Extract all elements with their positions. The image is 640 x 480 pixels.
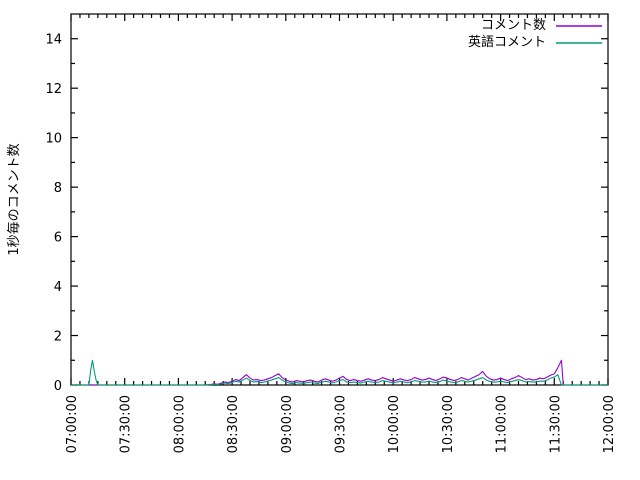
- x-tick-label: 11:30:00: [548, 395, 563, 453]
- series-line: [71, 359, 608, 386]
- x-tick-label: 09:30:00: [334, 395, 349, 453]
- x-tick-label: 09:00:00: [280, 395, 295, 453]
- x-tick-label: 08:00:00: [172, 395, 187, 453]
- y-tick-label: 6: [54, 231, 62, 246]
- x-tick-label: 08:30:00: [226, 395, 241, 453]
- legend-label: コメント数: [481, 18, 546, 33]
- y-tick-label: 4: [54, 280, 62, 295]
- y-tick-label: 12: [45, 82, 62, 97]
- x-tick-label: 10:00:00: [387, 395, 402, 453]
- data-series-layer: [71, 359, 608, 386]
- y-tick-label: 10: [45, 132, 62, 147]
- y-axis-title-text: 1秒毎のコメント数: [6, 143, 22, 255]
- y-tick-label: 14: [45, 33, 62, 48]
- x-tick-label: 10:30:00: [441, 395, 456, 453]
- x-axis-ticks: 07:00:00 07:30:00 08:00:00 08:30:00 09:00:00…: [65, 14, 617, 453]
- y-tick-label: 0: [54, 379, 62, 394]
- legend-label: 英語コメント: [468, 34, 546, 50]
- y-axis-title: 1秒毎のコメント数: [6, 143, 22, 255]
- x-tick-label: 07:30:00: [119, 395, 134, 453]
- y-axis-ticks: 0 2 4 6 8 10 12 14: [45, 33, 608, 394]
- y-tick-label: 2: [54, 330, 62, 345]
- y-tick-label: 8: [54, 181, 62, 196]
- x-tick-label: 11:00:00: [495, 395, 510, 453]
- x-tick-label: 12:00:00: [602, 395, 617, 453]
- series-line: [71, 359, 608, 386]
- x-tick-label: 07:00:00: [65, 395, 80, 453]
